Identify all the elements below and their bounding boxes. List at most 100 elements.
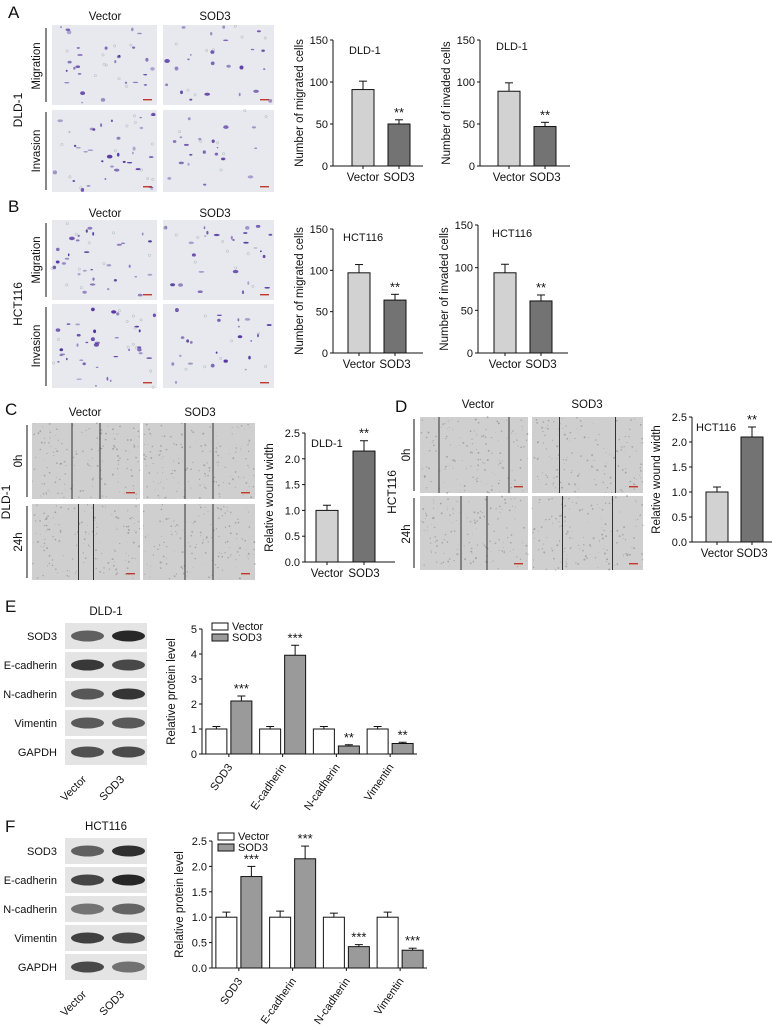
legend-swatch-sod3 <box>217 843 235 852</box>
col-label-vector: Vector <box>89 208 122 220</box>
blot-band <box>112 874 145 886</box>
bar-sod3 <box>529 300 553 354</box>
blot-band <box>71 688 104 700</box>
blot-label: Vimentin <box>14 718 57 730</box>
y-tick-label: 0.0 <box>672 537 687 549</box>
bar-vector-n-cadherin <box>312 728 335 755</box>
micrograph-a-sod3-migration <box>163 24 274 105</box>
bar-vector <box>347 272 371 354</box>
row-label-invasion: Invasion <box>31 325 43 368</box>
blot-band <box>112 932 145 944</box>
panel-letter-a: A <box>8 3 20 22</box>
row-label-0h: 0h <box>401 449 413 462</box>
significance-marker: *** <box>234 681 249 696</box>
bar-sod3-sod3 <box>240 876 263 969</box>
bar-vector <box>315 509 339 563</box>
blot-label: GAPDH <box>18 747 57 759</box>
bar-vector-vimentin <box>366 728 389 755</box>
x-tick-label: SOD3 <box>736 548 767 560</box>
y-tick-label: 1.0 <box>192 912 207 924</box>
blot-label: N-cadherin <box>3 689 57 701</box>
bar-vector <box>705 491 729 543</box>
chart-title: DLD-1 <box>349 45 381 57</box>
y-tick-label: 50 <box>316 307 328 319</box>
x-tick-label: Vimentin <box>372 976 406 1018</box>
y-tick-label: 0 <box>467 348 473 360</box>
y-tick-label: 100 <box>455 263 473 275</box>
blot-cell-line: HCT116 <box>85 821 127 833</box>
blot-band <box>71 961 104 973</box>
x-tick-label: SOD3 <box>529 172 560 184</box>
chart-d-wound: 0.0 0.5 1.0 1.5 2.0 2.5 Vector SOD3 ** HCT116 Rela… <box>651 412 772 560</box>
legend-swatch-sod3 <box>211 633 229 642</box>
x-tick-label: Vector <box>311 568 344 580</box>
y-tick-label: 50 <box>461 305 473 317</box>
bar-vector-sod3 <box>215 916 238 969</box>
chart-a-invaded: 0 50 100 150 Vector SOD3 ** DLD-1 Number of inva… <box>441 35 570 184</box>
row-label-0h: 0h <box>13 455 25 468</box>
blot-band <box>112 630 145 642</box>
wound-d-sod3-24h <box>531 495 644 571</box>
y-axis-label: Relative wound width <box>264 443 276 552</box>
bar-vector-vimentin <box>376 916 399 969</box>
y-tick-label: 1.5 <box>192 887 207 899</box>
significance-marker: *** <box>298 831 313 846</box>
blot-band <box>71 630 104 642</box>
micrograph-a-vector-invasion <box>52 110 157 192</box>
bar-vector-e-cadherin <box>269 916 292 969</box>
panel-letter-c: C <box>5 400 17 419</box>
x-tick-label: E-cadherin <box>259 976 299 1026</box>
blot-band <box>112 659 145 671</box>
blot-band <box>71 903 104 915</box>
y-axis-label: Number of invaded cells <box>441 41 453 165</box>
chart-title: DLD-1 <box>496 41 528 53</box>
side-label-cell-line: HCT116 <box>11 282 25 326</box>
y-tick-label: 150 <box>310 224 328 236</box>
y-tick-label: 2.0 <box>192 861 207 873</box>
micrograph-b-sod3-invasion <box>163 304 274 388</box>
chart-f-protein: 0.00.51.01.52.02.5***SOD3***E-cadherin**… <box>174 831 427 1027</box>
significance-marker: *** <box>288 630 303 645</box>
y-tick-label: 2.0 <box>285 454 300 466</box>
col-label-sod3: SOD3 <box>571 399 602 411</box>
panel-letter-f: F <box>5 817 15 836</box>
blot-lane-label: SOD3 <box>97 774 127 804</box>
x-tick-label: SOD3 <box>348 568 379 580</box>
y-axis-label: Number of invaded cells <box>439 227 451 351</box>
y-tick-label: 0 <box>322 161 328 173</box>
col-label-sod3: SOD3 <box>199 208 230 220</box>
side-label-cell-line: DLD-1 <box>0 484 13 519</box>
wound-c-sod3-0h <box>143 422 255 499</box>
significance-marker: ** <box>536 280 546 295</box>
blot-cell-line: DLD-1 <box>89 606 122 618</box>
y-tick-label: 1.5 <box>285 480 300 492</box>
x-tick-label: SOD3 <box>383 172 414 184</box>
western-blot-f: HCT116 SOD3 E-cadherin N-cadherin Vimentin GA… <box>3 821 147 1019</box>
bar-vector <box>351 89 375 167</box>
blot-band <box>112 688 145 700</box>
y-tick-label: 50 <box>463 119 475 131</box>
wound-c-sod3-24h <box>142 504 256 580</box>
panel-letter-b: B <box>8 197 19 216</box>
y-tick-label: 2.5 <box>192 836 207 848</box>
x-tick-label: Vector <box>701 548 734 560</box>
blot-label: GAPDH <box>18 962 57 974</box>
significance-marker: ** <box>344 730 354 745</box>
wound-d-vector-0h <box>420 416 529 494</box>
col-label-vector: Vector <box>69 407 102 419</box>
blot-label: Vimentin <box>14 933 57 945</box>
y-tick-label: 100 <box>457 77 475 89</box>
chart-e-protein: 0 1 2 3 4 5 *** SOD3 *** E-cadherin ** N-cadherin **… <box>166 621 417 813</box>
bar-vector-n-cadherin <box>322 916 345 969</box>
y-tick-label: 150 <box>455 220 473 232</box>
blot-band <box>112 746 145 758</box>
panel-letter-e: E <box>5 597 16 616</box>
bar-sod3-e-cadherin <box>284 654 307 755</box>
y-tick-label: 1 <box>191 724 197 736</box>
significance-marker: ** <box>390 279 400 294</box>
blot-band <box>112 845 145 857</box>
chart-c-wound: 0.0 0.5 1.0 1.5 2.0 2.5 Vector SOD3 ** DLD-1 Relat… <box>264 426 395 580</box>
y-tick-label: 2.5 <box>285 428 300 440</box>
micrograph-b-vector-migration <box>50 220 157 300</box>
blot-band <box>71 845 104 857</box>
